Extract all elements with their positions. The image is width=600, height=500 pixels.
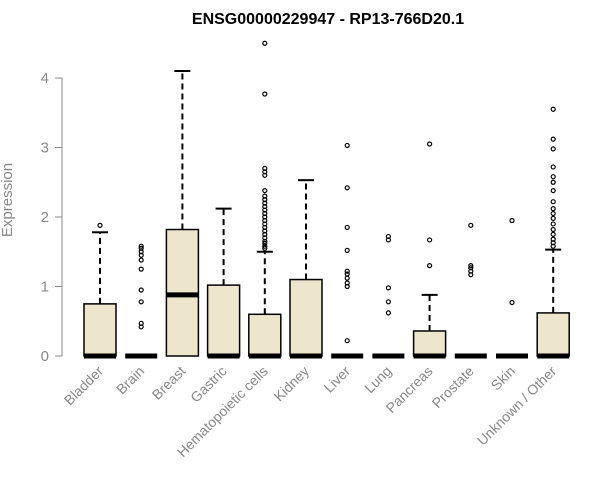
outlier-point bbox=[550, 106, 556, 112]
box-lung bbox=[372, 233, 405, 359]
outlier-point bbox=[550, 164, 556, 170]
box-iqr bbox=[412, 330, 447, 357]
outlier-point bbox=[262, 245, 268, 251]
box-kidney bbox=[289, 179, 323, 359]
outlier-point bbox=[468, 263, 474, 269]
outlier-point bbox=[262, 91, 268, 97]
outlier-point bbox=[509, 299, 515, 306]
outlier-point bbox=[344, 275, 350, 281]
outlier-point bbox=[344, 224, 350, 231]
outlier-point bbox=[138, 266, 144, 272]
outlier-point bbox=[262, 40, 268, 46]
chart-title: ENSG00000229947 - RP13-766D20.1 bbox=[192, 11, 464, 28]
outlier-point bbox=[509, 217, 515, 224]
outlier-point bbox=[262, 240, 268, 247]
x-tick-label: Skin bbox=[488, 363, 519, 394]
box-liver bbox=[331, 142, 364, 359]
outlier-point bbox=[385, 285, 391, 291]
outlier-point bbox=[344, 268, 350, 274]
x-tick-label: Bladder bbox=[61, 363, 107, 409]
outlier-point bbox=[97, 222, 103, 228]
y-axis-label: Expression bbox=[0, 163, 16, 237]
y-tick-label: 0 bbox=[41, 348, 49, 365]
outlier-point bbox=[138, 257, 144, 263]
outlier-point bbox=[138, 287, 144, 293]
box-iqr bbox=[536, 312, 570, 357]
box-bladder bbox=[83, 222, 117, 359]
box-iqr bbox=[289, 278, 323, 357]
box-pancreas bbox=[412, 141, 447, 359]
box-iqr bbox=[83, 303, 117, 357]
outlier-point bbox=[550, 236, 556, 242]
outlier-point bbox=[344, 142, 350, 149]
x-tick-label: Kidney bbox=[271, 363, 313, 405]
box-skin bbox=[496, 217, 528, 359]
x-tick-label: Prostate bbox=[429, 363, 477, 411]
outlier-point bbox=[550, 226, 556, 233]
box-iqr bbox=[248, 313, 282, 357]
box-gastric bbox=[206, 207, 241, 359]
outlier-point bbox=[427, 237, 433, 243]
y-tick-label: 2 bbox=[41, 209, 49, 226]
outlier-point bbox=[550, 199, 556, 205]
box-iqr bbox=[206, 284, 241, 357]
outlier-point bbox=[138, 320, 144, 326]
outlier-point bbox=[385, 299, 391, 305]
boxes bbox=[83, 40, 570, 359]
x-tick-label: Liver bbox=[321, 363, 354, 396]
outlier-point bbox=[550, 221, 556, 227]
box-prostate bbox=[454, 222, 487, 359]
outlier-point bbox=[550, 231, 556, 237]
outlier-point bbox=[262, 165, 268, 171]
outlier-point bbox=[550, 210, 556, 217]
box-breast bbox=[165, 70, 200, 357]
y-axis-ticks: 0 1 2 3 4 bbox=[41, 70, 62, 365]
y-tick-label: 3 bbox=[41, 140, 49, 157]
outlier-point bbox=[550, 179, 556, 185]
outlier-point bbox=[550, 136, 556, 142]
outlier-point bbox=[262, 193, 268, 199]
y-tick-label: 4 bbox=[41, 70, 49, 87]
box-hematopoietic-cells bbox=[248, 40, 282, 359]
y-tick-label: 1 bbox=[41, 279, 49, 296]
outlier-point bbox=[344, 271, 350, 277]
outlier-point bbox=[427, 263, 433, 269]
outlier-point bbox=[385, 310, 391, 316]
outlier-point bbox=[468, 265, 474, 271]
x-tick-label: Lung bbox=[361, 363, 394, 396]
outlier-point bbox=[344, 247, 350, 253]
outlier-point bbox=[550, 215, 556, 221]
outlier-point bbox=[262, 243, 268, 249]
outlier-point bbox=[138, 243, 144, 249]
outlier-point bbox=[262, 187, 268, 194]
outlier-point bbox=[138, 245, 144, 251]
outlier-point bbox=[385, 233, 391, 240]
x-tick-label: Brain bbox=[113, 363, 147, 397]
outlier-point bbox=[550, 187, 556, 194]
outlier-point bbox=[550, 206, 556, 212]
outlier-point bbox=[344, 185, 350, 191]
box-brain bbox=[125, 243, 158, 359]
outlier-point bbox=[468, 222, 474, 228]
outlier-point bbox=[550, 146, 556, 152]
x-tick-label: Breast bbox=[149, 363, 189, 403]
outlier-point bbox=[550, 174, 556, 180]
box-unknown-other bbox=[536, 106, 570, 359]
outlier-point bbox=[344, 338, 350, 344]
outlier-point bbox=[344, 280, 350, 286]
outlier-point bbox=[138, 299, 144, 305]
outlier-point bbox=[427, 141, 433, 147]
